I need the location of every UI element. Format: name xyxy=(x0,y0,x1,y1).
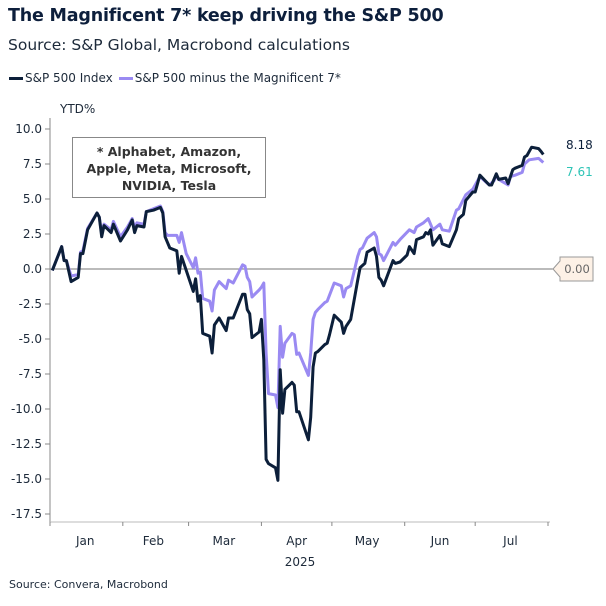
x-tick-label: Mar xyxy=(213,534,236,548)
y-tick-label: 5.0 xyxy=(23,192,42,206)
legend-label-sp500: S&P 500 Index xyxy=(25,71,113,85)
annotation-line: * Alphabet, Amazon, xyxy=(96,144,242,159)
legend: S&P 500 Index S&P 500 minus the Magnific… xyxy=(9,71,347,85)
legend-item-sp500: S&P 500 Index xyxy=(9,71,113,85)
zero-value-callout xyxy=(552,256,594,282)
annotation-line: NVIDIA, Tesla xyxy=(121,178,217,193)
y-tick-label: -2.5 xyxy=(19,297,42,311)
chart-title: The Magnificent 7* keep driving the S&P … xyxy=(8,6,444,26)
y-tick-label: -5.0 xyxy=(19,332,42,346)
y-tick-label: 10.0 xyxy=(15,122,42,136)
annotation-line: Apple, Meta, Microsoft, xyxy=(86,161,252,176)
last-value-label-sp500: 8.18 xyxy=(566,138,593,152)
legend-label-ex-mag7: S&P 500 minus the Magnificent 7* xyxy=(134,71,341,85)
x-tick-label: Feb xyxy=(143,534,164,548)
y-tick-label: -17.5 xyxy=(11,507,42,521)
y-tick-label: -10.0 xyxy=(11,402,42,416)
y-tick-label: -7.5 xyxy=(19,367,42,381)
y-tick-label: 7.5 xyxy=(23,157,42,171)
chart-subtitle: Source: S&P Global, Macrobond calculatio… xyxy=(8,36,350,54)
source-note: Source: Convera, Macrobond xyxy=(9,578,168,591)
annotation-box: * Alphabet, Amazon, Apple, Meta, Microso… xyxy=(72,137,266,198)
y-tick-label: -15.0 xyxy=(11,472,42,486)
legend-item-ex-mag7: S&P 500 minus the Magnificent 7* xyxy=(118,71,341,85)
x-tick-label: Jul xyxy=(502,534,517,548)
last-value-label-ex-mag7: 7.61 xyxy=(566,165,593,179)
series-line-sp500 xyxy=(50,145,545,482)
x-tick-label: May xyxy=(355,534,380,548)
y-tick-label: -12.5 xyxy=(11,437,42,451)
legend-swatch-sp500 xyxy=(9,76,23,80)
zero-value-label: 0.00 xyxy=(564,262,590,276)
x-tick-label: Jun xyxy=(430,534,450,548)
y-axis-label: YTD% xyxy=(59,102,95,116)
y-tick-label: 0.0 xyxy=(23,262,42,276)
x-tick-label: Jan xyxy=(75,534,95,548)
x-tick-label: Apr xyxy=(286,534,307,548)
legend-swatch-ex-mag7 xyxy=(118,76,133,80)
y-tick-label: 2.5 xyxy=(23,227,42,241)
x-axis-label: 2025 xyxy=(285,555,316,569)
